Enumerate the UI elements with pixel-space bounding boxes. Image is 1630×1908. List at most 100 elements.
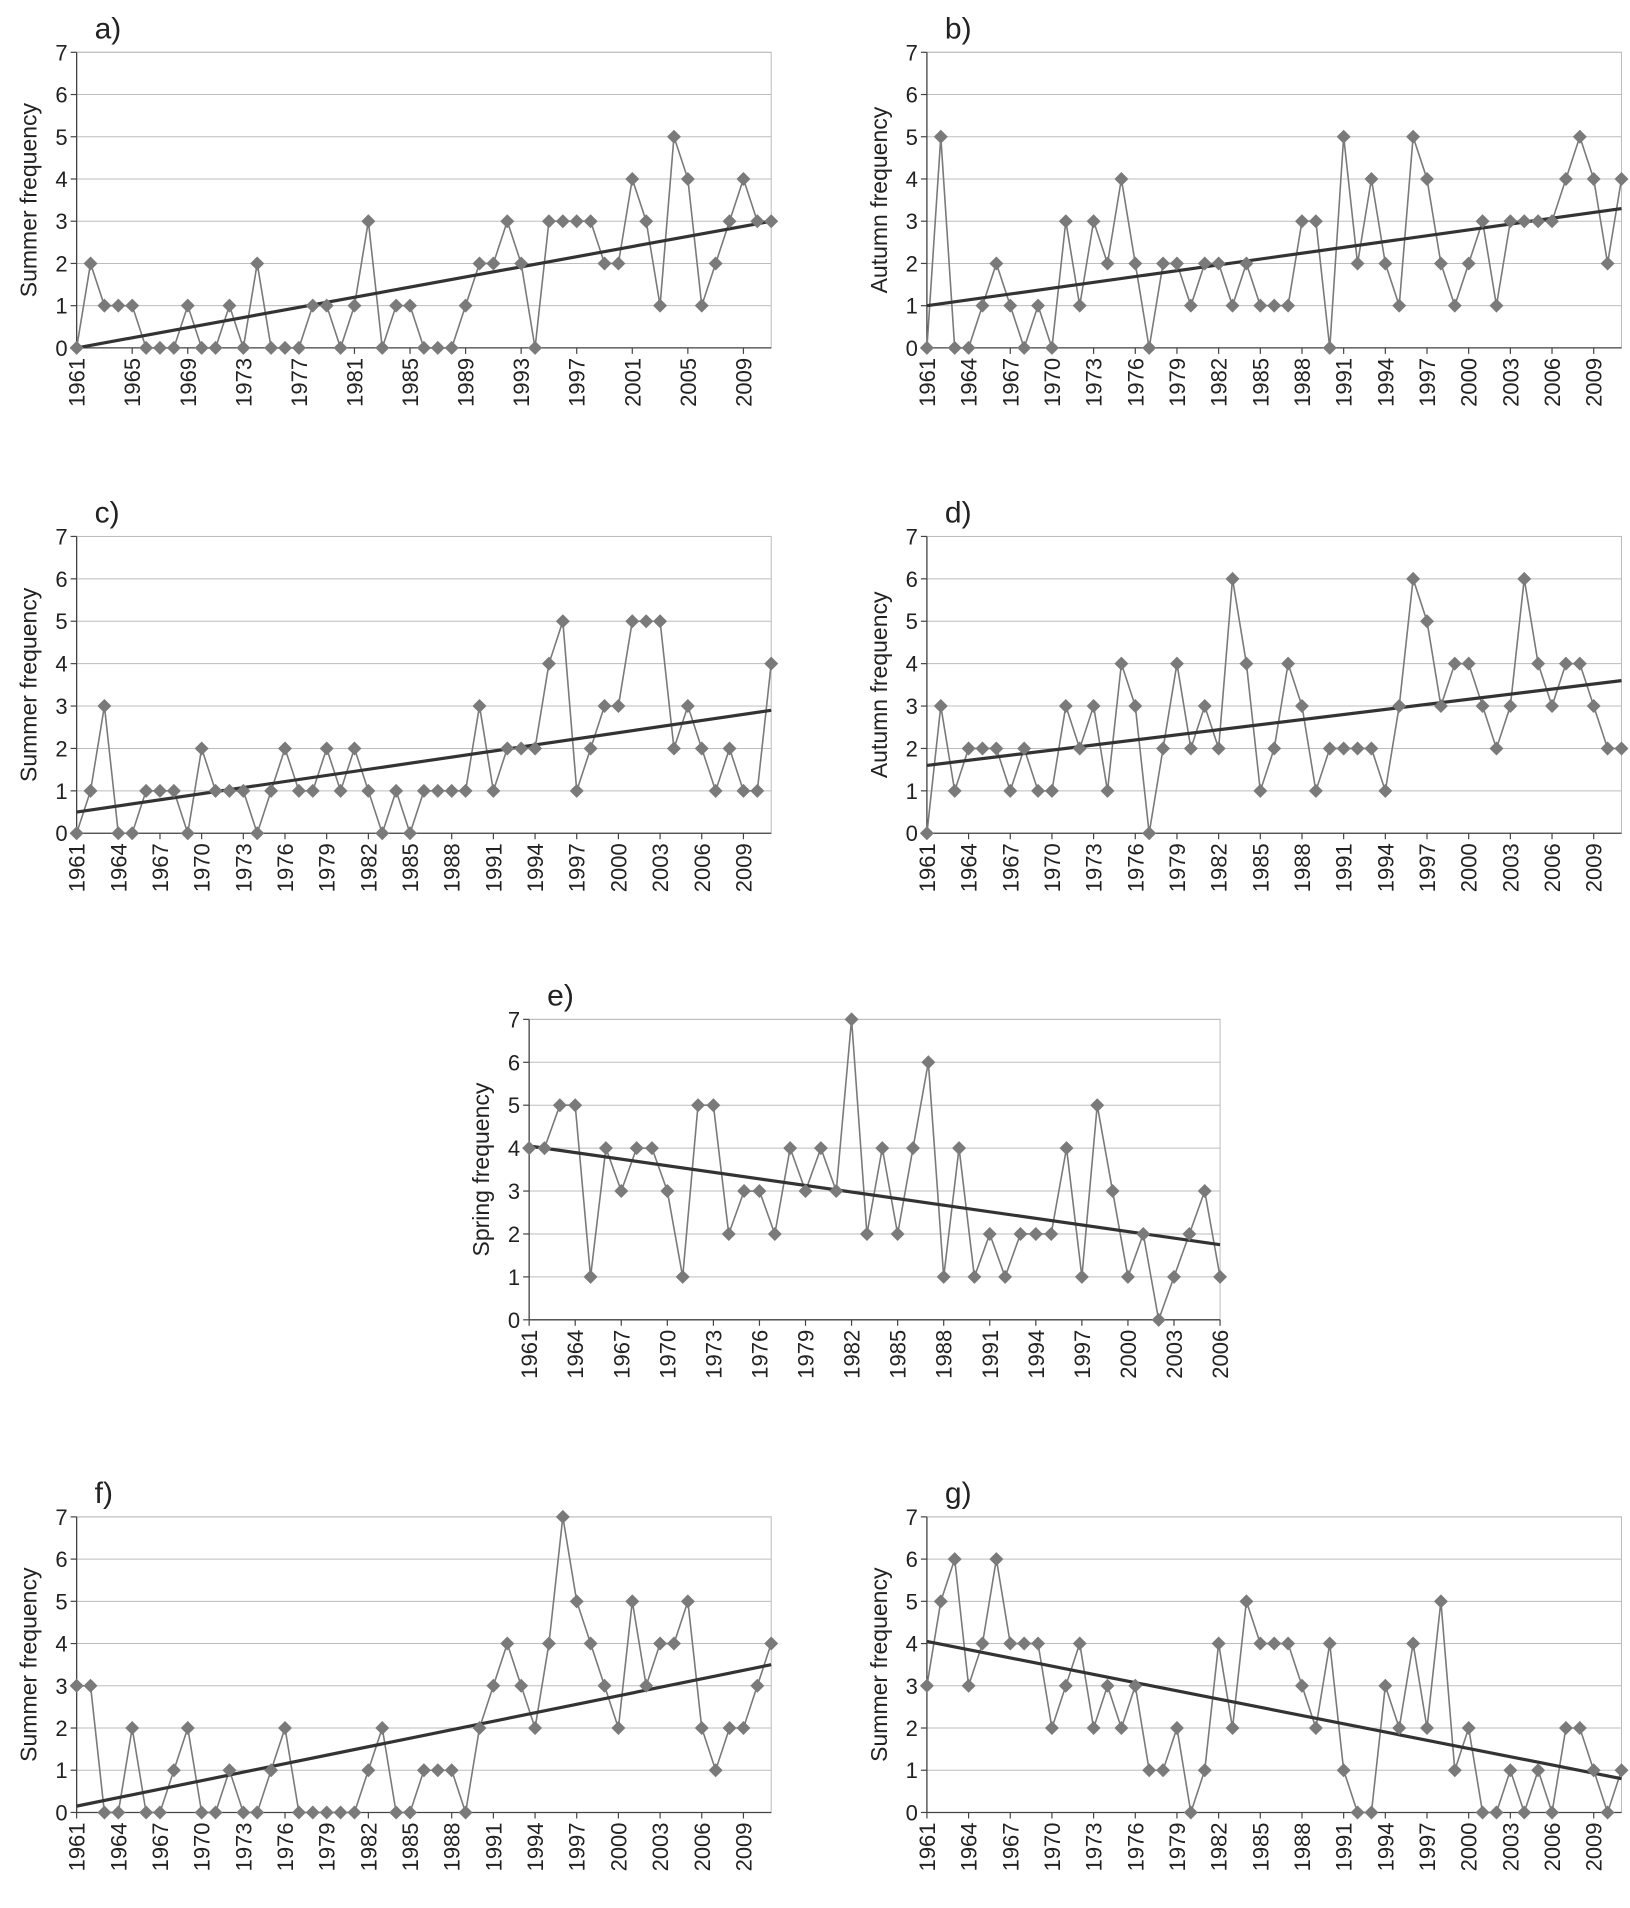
y-tick-label: 4 [906,167,918,192]
x-tick-label: 2009 [731,1822,756,1871]
data-marker [1044,340,1059,355]
data-marker [1420,1721,1435,1736]
x-tick-label: 1973 [701,1330,726,1379]
data-marker [1378,256,1393,271]
y-tick-label: 2 [55,251,67,276]
x-tick-label: 1988 [1290,358,1315,407]
data-marker [750,214,765,229]
x-tick-label: 1979 [1165,358,1190,407]
x-tick-label: 1988 [932,1330,957,1379]
data-marker [291,1805,306,1820]
x-tick-label: 1976 [1123,1822,1148,1871]
y-tick-label: 0 [55,1800,67,1825]
data-marker [1044,783,1059,798]
data-marker [361,214,376,229]
x-tick-label: 1973 [231,1822,256,1871]
x-tick-label: 1979 [315,1822,340,1871]
x-tick-label: 2006 [690,1822,715,1871]
x-tick-label: 2009 [1582,1822,1607,1871]
panel-label: f) [95,1477,113,1510]
y-tick-label: 7 [55,1505,67,1530]
y-tick-label: 0 [906,821,918,846]
data-marker [568,1098,583,1113]
data-marker [416,340,431,355]
data-marker [1545,1805,1560,1820]
trend-line [926,206,1622,308]
data-marker [97,298,112,313]
data-marker [569,1594,584,1609]
trend-line [76,1663,772,1808]
y-tick-label: 5 [906,1589,918,1614]
data-marker [1142,826,1157,841]
data-marker [694,298,709,313]
x-tick-label: 2003 [1498,843,1523,892]
x-tick-label: 1976 [273,843,298,892]
data-marker [859,1226,874,1241]
data-marker [1225,571,1240,586]
data-marker [152,340,167,355]
data-marker [375,1721,390,1736]
data-marker [319,1805,334,1820]
y-tick-label: 5 [55,125,67,150]
data-marker [278,741,293,756]
data-marker [552,1098,567,1113]
x-tick-label: 1991 [978,1330,1003,1379]
x-tick-label: 1979 [1165,843,1190,892]
x-tick-label: 1993 [509,358,534,407]
data-marker [1336,129,1351,144]
data-marker [514,256,529,271]
data-marker [416,783,431,798]
data-marker [403,1805,418,1820]
data-marker [1169,256,1184,271]
x-tick-label: 1961 [915,358,940,407]
data-marker [291,783,306,798]
panel-label: a) [95,12,122,45]
data-marker [639,1678,654,1693]
data-marker [111,826,126,841]
data-marker [975,1636,990,1651]
data-marker [1614,741,1629,756]
data-marker [1044,1226,1059,1241]
x-tick-label: 1976 [747,1330,772,1379]
data-marker [767,1226,782,1241]
x-tick-label: 2003 [648,843,673,892]
data-marker [1225,1721,1240,1736]
data-marker [736,783,751,798]
data-marker [1183,741,1198,756]
x-tick-label: 2000 [1116,1330,1141,1379]
x-tick-label: 1994 [1373,1822,1398,1871]
data-marker [1114,171,1129,186]
x-tick-label: 2003 [648,1822,673,1871]
data-marker [1475,1805,1490,1820]
y-axis-label: Autumn frequency [866,591,892,778]
x-tick-label: 1994 [1373,358,1398,407]
data-marker [347,741,362,756]
data-marker [1100,1678,1115,1693]
data-marker [691,1098,706,1113]
x-tick-label: 1970 [655,1330,680,1379]
data-marker [375,826,390,841]
data-marker [403,826,418,841]
data-marker [180,298,195,313]
data-marker [1142,340,1157,355]
data-marker [537,1141,552,1156]
data-marker [1364,1805,1379,1820]
y-tick-label: 2 [906,736,918,761]
data-marker [458,298,473,313]
y-tick-label: 0 [906,1800,918,1825]
x-tick-label: 1985 [398,843,423,892]
data-marker [639,214,654,229]
y-tick-label: 0 [55,336,67,361]
data-marker [614,1184,629,1199]
data-marker [706,1098,721,1113]
data-marker [514,1678,529,1693]
x-tick-label: 1989 [454,358,479,407]
y-tick-label: 0 [906,336,918,361]
data-marker [1031,1636,1046,1651]
data-marker [1017,1636,1032,1651]
data-marker [1392,699,1407,714]
panel-label: e) [547,979,574,1012]
data-marker [1614,1763,1629,1778]
data-marker [319,298,334,313]
